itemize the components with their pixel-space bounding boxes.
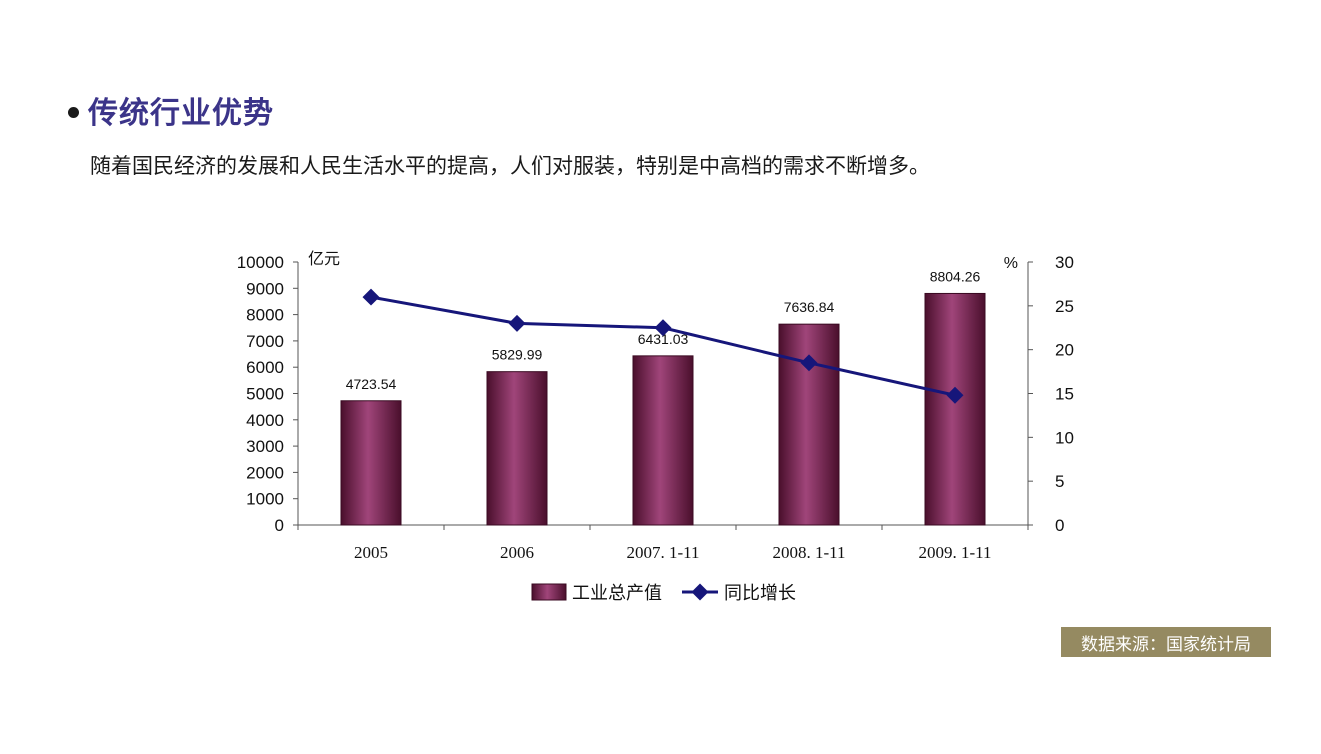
y-left-unit-label: 亿元 (308, 250, 340, 268)
growth-point (654, 319, 672, 337)
y-left-tick-label: 6000 (246, 358, 284, 377)
legend-line-label: 同比增长 (724, 583, 796, 603)
x-tick-label: 2008. 1-11 (772, 543, 845, 562)
y-left-tick-label: 8000 (246, 306, 284, 325)
data-source-badge: 数据来源：国家统计局 (1061, 627, 1271, 657)
y-left-tick-label: 9000 (246, 279, 284, 298)
intro-text: 随着国民经济的发展和人民生活水平的提高，人们对服装，特别是中高档的需求不断增多。 (90, 154, 930, 178)
legend-line-marker (691, 583, 709, 601)
growth-point (800, 354, 818, 372)
y-left-tick-label: 0 (275, 516, 284, 535)
bar-value-label: 5829.99 (492, 347, 543, 363)
growth-point (362, 288, 380, 306)
growth-point (508, 314, 526, 332)
x-tick-label: 2009. 1-11 (918, 543, 991, 562)
legend-bar-label: 工业总产值 (572, 583, 662, 603)
bar (486, 371, 548, 526)
y-left-tick-label: 3000 (246, 437, 284, 456)
y-right-tick-label: 5 (1055, 472, 1064, 491)
heading-title: 传统行业优势 (88, 96, 274, 131)
x-tick-label: 2007. 1-11 (626, 543, 699, 562)
y-right-tick-label: 30 (1055, 253, 1074, 272)
legend-bar-swatch (531, 583, 567, 601)
bar (632, 355, 694, 526)
bar (778, 323, 840, 526)
y-right-unit-label: % (1004, 255, 1018, 272)
x-tick-label: 2006 (500, 543, 534, 562)
y-left-tick-label: 10000 (237, 253, 284, 272)
bar-value-label: 7636.84 (784, 299, 835, 315)
bar (924, 292, 986, 526)
bar-value-label: 6431.03 (638, 331, 689, 347)
growth-point (946, 386, 964, 404)
y-left-tick-label: 1000 (246, 490, 284, 509)
bar (340, 400, 402, 526)
y-right-tick-label: 15 (1055, 385, 1074, 404)
y-left-tick-label: 7000 (246, 332, 284, 351)
y-right-tick-label: 0 (1055, 516, 1064, 535)
y-right-tick-label: 25 (1055, 297, 1074, 316)
bullet-icon (68, 106, 79, 118)
x-tick-label: 2005 (354, 543, 388, 562)
y-left-tick-label: 2000 (246, 463, 284, 482)
bar-value-label: 8804.26 (930, 268, 981, 284)
y-left-tick-label: 4000 (246, 411, 284, 430)
bar-value-label: 4723.54 (346, 376, 397, 392)
y-right-tick-label: 10 (1055, 428, 1074, 447)
y-left-tick-label: 5000 (246, 385, 284, 404)
section-heading: 传统行业优势 (68, 88, 274, 132)
y-right-tick-label: 20 (1055, 341, 1074, 360)
